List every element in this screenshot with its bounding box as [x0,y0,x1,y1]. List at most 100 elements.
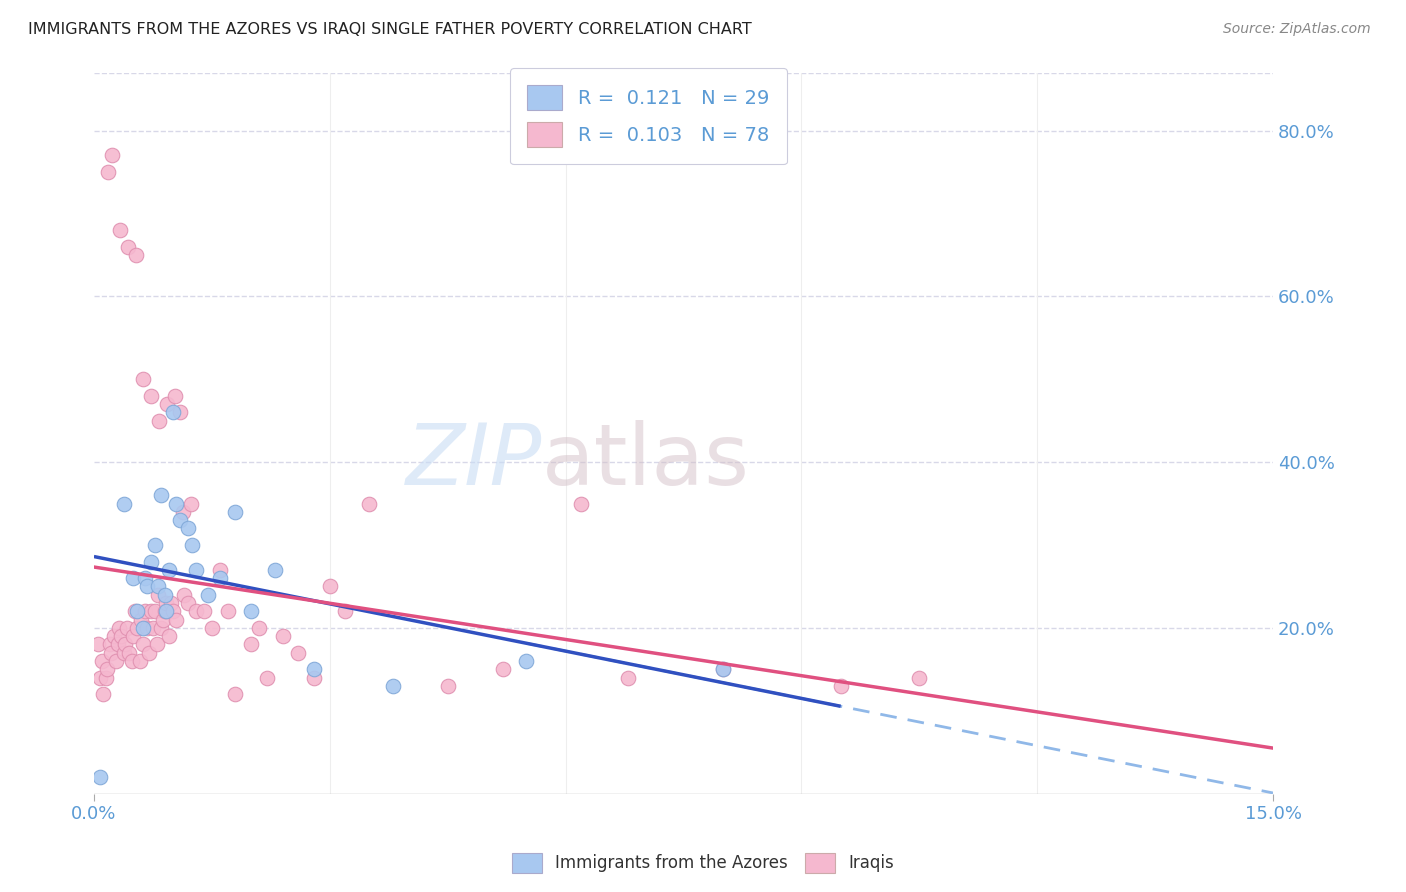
Text: ZIP: ZIP [406,420,541,503]
Point [89,770,111,784]
Point [149,488,172,502]
Point [153,588,176,602]
Point [89,671,111,685]
Point [155,596,177,610]
Point [96,662,118,676]
Point [157,563,180,577]
Point [830,679,852,693]
Point [134,604,156,618]
Point [302,662,325,676]
Point [711,662,734,676]
Point [247,621,270,635]
Point [197,588,219,602]
Point [156,397,179,411]
Point [193,604,215,618]
Point [169,405,191,419]
Point [157,629,180,643]
Point [224,505,246,519]
Point [515,654,537,668]
Point [181,538,204,552]
Point [208,563,231,577]
Text: atlas: atlas [541,420,749,503]
Point [711,662,734,676]
Point [142,621,165,635]
Point [263,563,285,577]
Point [381,679,404,693]
Point [90,654,112,668]
Point [139,604,162,618]
Point [107,638,129,652]
Point [127,604,149,618]
Point [148,588,170,602]
Point [136,579,159,593]
Point [143,538,166,552]
Point [128,654,150,668]
Point [134,571,156,585]
Point [152,613,174,627]
Point [101,148,124,162]
Point [124,248,146,262]
Point [129,613,152,627]
Point [240,638,263,652]
Point [100,646,122,660]
Point [149,621,172,635]
Point [172,505,194,519]
Point [177,521,200,535]
Point [87,638,110,652]
Point [162,604,184,618]
Text: Source: ZipAtlas.com: Source: ZipAtlas.com [1223,22,1371,37]
Point [122,629,145,643]
Point [148,414,170,428]
Point [136,621,159,635]
Point [569,497,592,511]
Point [124,604,146,618]
Point [302,671,325,685]
Point [108,621,131,635]
Point [127,621,149,635]
Point [169,513,191,527]
Point [122,571,145,585]
Point [94,671,117,685]
Point [256,671,278,685]
Point [271,629,294,643]
Point [114,638,136,652]
Point [492,662,515,676]
Point [104,654,127,668]
Point [357,497,380,511]
Point [617,671,640,685]
Point [148,579,170,593]
Point [163,389,186,403]
Point [160,596,183,610]
Point [184,563,207,577]
Point [131,638,153,652]
Point [131,621,153,635]
Point [224,687,246,701]
Point [177,596,200,610]
Point [93,687,115,701]
Point [335,604,357,618]
Point [108,223,131,237]
Point [162,405,184,419]
Point [173,588,195,602]
Point [139,555,162,569]
Point [166,613,188,627]
Point [103,629,125,643]
Point [112,646,135,660]
Point [121,654,143,668]
Point [138,646,160,660]
Point [908,671,931,685]
Text: IMMIGRANTS FROM THE AZORES VS IRAQI SINGLE FATHER POVERTY CORRELATION CHART: IMMIGRANTS FROM THE AZORES VS IRAQI SING… [28,22,752,37]
Point [201,621,224,635]
Point [118,646,141,660]
Point [132,372,155,386]
Point [98,638,121,652]
Point [146,638,169,652]
Point [141,389,163,403]
Point [180,497,202,511]
Point [287,646,309,660]
Point [117,239,139,253]
Point [208,571,231,585]
Point [166,497,188,511]
Point [155,604,177,618]
Point [153,604,176,618]
